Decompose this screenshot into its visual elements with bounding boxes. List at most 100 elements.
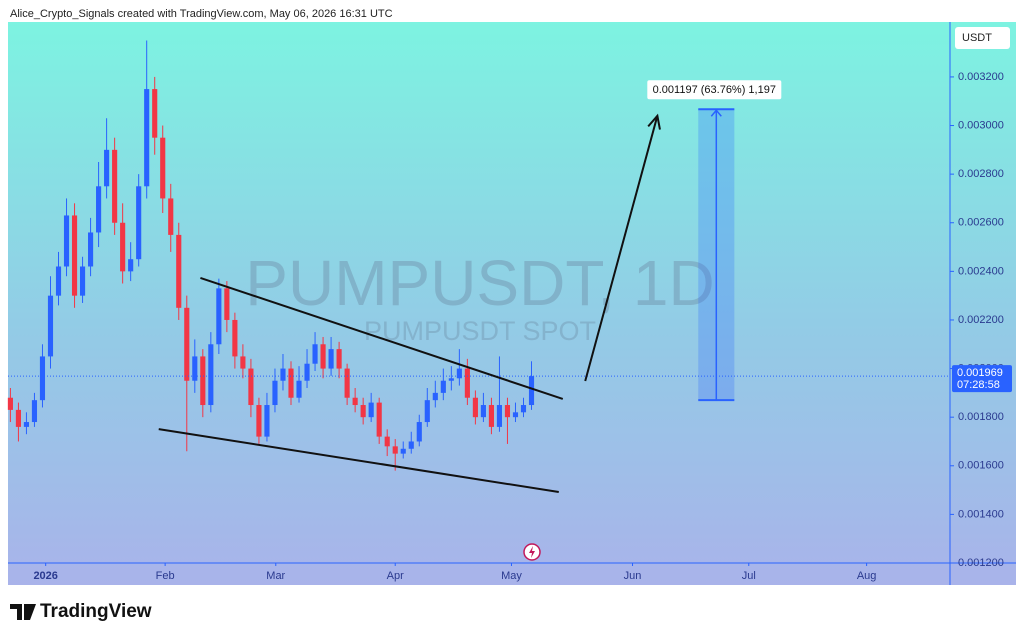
candle-body: [328, 349, 334, 369]
chart-background: [8, 22, 1016, 585]
countdown: 07:28:58: [957, 379, 1000, 391]
last-price-box: [952, 365, 1012, 393]
candle-body: [168, 198, 174, 235]
candle-body: [248, 368, 254, 406]
candle-body: [79, 266, 86, 296]
arrow-head: [647, 113, 661, 130]
candle-body: [360, 405, 366, 418]
logo: TradingView: [10, 601, 152, 622]
candle-body: [504, 405, 511, 418]
candle-body: [408, 441, 414, 449]
candle-body: [280, 368, 286, 381]
y-tick-label: 0.001200: [958, 557, 1004, 569]
candle-body: [272, 380, 278, 406]
candle-body: [256, 405, 262, 437]
candle-body: [200, 356, 206, 406]
x-tick-label: Aug: [857, 570, 877, 582]
logo-text: TradingView: [40, 601, 152, 622]
candle-body: [528, 376, 535, 406]
candle-body: [232, 319, 238, 357]
x-tick-label: Jun: [624, 570, 642, 582]
watermark-subtitle: PUMPUSDT SPOT: [364, 316, 596, 346]
candle-body: [104, 149, 110, 187]
logo-mark: [10, 604, 36, 620]
candle-body: [264, 405, 270, 437]
y-tick-label: 0.003000: [958, 119, 1004, 131]
y-tick-label: 0.002600: [958, 217, 1004, 229]
candle-body: [432, 392, 438, 401]
candle-body: [144, 89, 150, 187]
price-range-label: 0.001197 (63.76%) 1,197: [653, 84, 776, 96]
candle-body: [472, 397, 478, 418]
y-tick-label: 0.003200: [958, 71, 1004, 83]
header: Alice_Crypto_Signals created with Tradin…: [10, 8, 393, 20]
candle-body: [448, 378, 454, 381]
trend-line: [200, 276, 564, 400]
y-tick-label: 0.002400: [958, 265, 1004, 277]
candle-body: [216, 288, 222, 345]
candle-body: [376, 402, 382, 437]
candle-body: [464, 368, 470, 398]
candle-body: [368, 402, 374, 418]
y-tick-label: 0.002200: [958, 314, 1004, 326]
candle-body: [416, 422, 422, 442]
x-tick-label: 2026: [33, 570, 57, 582]
candle-body: [192, 356, 198, 381]
candle-body: [63, 215, 70, 267]
candle-body: [184, 307, 190, 381]
candle-body: [47, 295, 54, 357]
candle-body: [392, 446, 398, 454]
unit-box: [955, 27, 1010, 49]
candle-body: [488, 405, 494, 427]
candle-body: [240, 356, 246, 369]
x-tick-label: Mar: [266, 570, 285, 582]
candle-body: [400, 448, 406, 454]
candle-body: [384, 436, 390, 447]
event-icon-bolt: [529, 546, 535, 558]
candle-body: [176, 234, 182, 308]
candle-body: [55, 266, 62, 296]
candle-body: [152, 89, 158, 138]
trend-line: [158, 428, 559, 494]
candle-body: [456, 368, 462, 379]
candle-body: [336, 349, 342, 369]
y-tick-label: 0.001800: [958, 411, 1004, 423]
y-tick-label: 0.002800: [958, 168, 1004, 180]
candle-body: [312, 344, 318, 364]
price-range-label-box: [647, 80, 782, 100]
x-tick-label: Feb: [156, 570, 175, 582]
candle-body: [288, 368, 294, 398]
candle-body: [512, 412, 519, 418]
candle-body: [440, 380, 446, 393]
candle-body: [424, 400, 430, 423]
x-tick-label: Jul: [742, 570, 756, 582]
candle-body: [296, 380, 302, 398]
candle-body: [128, 259, 134, 272]
candle-body: [120, 222, 126, 272]
arrow-line: [584, 115, 659, 382]
candle-body: [224, 288, 230, 320]
candle-body: [71, 215, 78, 296]
candle-body: [520, 405, 527, 413]
candle-body: [96, 186, 102, 233]
candle-body: [136, 186, 142, 260]
candle-body: [15, 409, 21, 427]
candle-body: [480, 405, 486, 418]
candle-body: [496, 405, 503, 427]
y-tick-label: 0.001600: [958, 460, 1004, 472]
candle-body: [160, 137, 166, 199]
x-tick-label: May: [501, 570, 522, 582]
candle-body: [112, 149, 118, 223]
candle-body: [344, 368, 350, 398]
candle-body: [304, 363, 310, 381]
candle-body: [39, 356, 46, 401]
candle-body: [31, 400, 38, 423]
candle-body: [320, 344, 326, 369]
price-range-arrow: [710, 109, 722, 117]
candle-body: [23, 422, 30, 427]
candle-body: [208, 344, 214, 406]
candle-body: [352, 397, 358, 406]
x-tick-label: Apr: [387, 570, 404, 582]
